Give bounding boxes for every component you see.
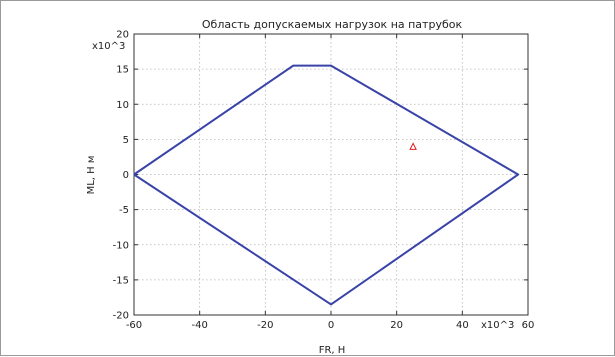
allowable-load-region-line [133,64,520,306]
y-axis-multiplier: x10^3 [92,41,125,52]
x-tick-label: -60 [126,320,142,331]
grid-lines [134,34,528,315]
tick-labels: -60 -40 -20 0 20 40 60 -20 -15 -10 -5 0 5 10 15 20 [113,30,535,332]
x-tick-label: 0 [328,320,334,331]
y-tick-label: 5 [123,135,129,146]
y-tick-label: 0 [123,170,129,181]
load-point-marker [409,142,417,150]
x-tick-label: -40 [191,320,207,331]
y-tick-label: -15 [113,275,129,286]
x-tick-label: 60 [522,320,535,331]
x-tick-label: 20 [390,320,403,331]
y-axis-label: ML, Н м [86,156,97,195]
chart-title: Область допускаемых нагрузок на патрубок [202,18,463,31]
y-tick-label: -20 [113,311,129,322]
y-tick-label: -10 [113,240,129,251]
x-tick-label: -20 [257,320,273,331]
x-axis-label: FR, Н [319,345,346,356]
y-tick-label: 15 [116,65,129,76]
y-tick-label: -5 [119,205,129,216]
x-tick-label: 40 [456,320,469,331]
y-tick-label: 20 [116,30,129,41]
axis-ticks [133,33,529,316]
y-tick-label: 10 [116,100,129,111]
x-axis-multiplier: x10^3 [481,320,514,331]
